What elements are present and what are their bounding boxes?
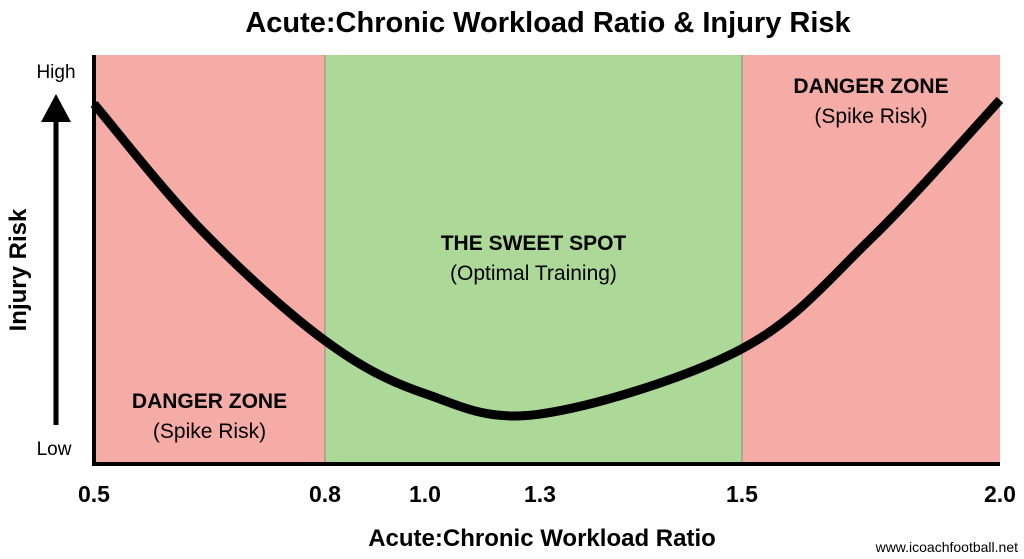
x-tick-label: 1.5 [726, 481, 758, 507]
x-tick-label: 0.5 [78, 481, 110, 507]
zone-title: DANGER ZONE [793, 75, 948, 98]
zone-subtitle: (Spike Risk) [153, 420, 266, 443]
risk-curve [90, 96, 1004, 421]
zone-title: DANGER ZONE [132, 390, 287, 413]
y-arrow-head-icon [41, 94, 71, 122]
zone-1 [325, 55, 742, 463]
zone-subtitle: (Optimal Training) [450, 262, 617, 285]
y-high-label: High [36, 62, 75, 83]
x-tick-label: 1.3 [524, 481, 556, 507]
y-axis-label: Injury Risk [5, 208, 32, 331]
watermark: www.icoachfootball.net [875, 539, 1019, 555]
x-tick-label: 2.0 [984, 481, 1016, 507]
x-tick-labels: 0.5 0.8 1.0 1.3 1.5 2.0 [78, 481, 1016, 507]
zone-labels: DANGER ZONE (Spike Risk) THE SWEET SPOT (Op… [132, 75, 949, 443]
x-tick-label: 0.8 [309, 481, 341, 507]
zone-0 [94, 55, 325, 463]
chart-title: Acute:Chronic Workload Ratio & Injury Ri… [245, 7, 851, 39]
zone-title: THE SWEET SPOT [441, 232, 627, 255]
x-tick-label: 1.0 [409, 481, 441, 507]
zones [94, 55, 1000, 463]
zone-subtitle: (Spike Risk) [814, 105, 927, 128]
y-low-label: Low [37, 439, 72, 460]
zone-2 [742, 55, 1000, 463]
x-axis-label: Acute:Chronic Workload Ratio [368, 525, 716, 552]
